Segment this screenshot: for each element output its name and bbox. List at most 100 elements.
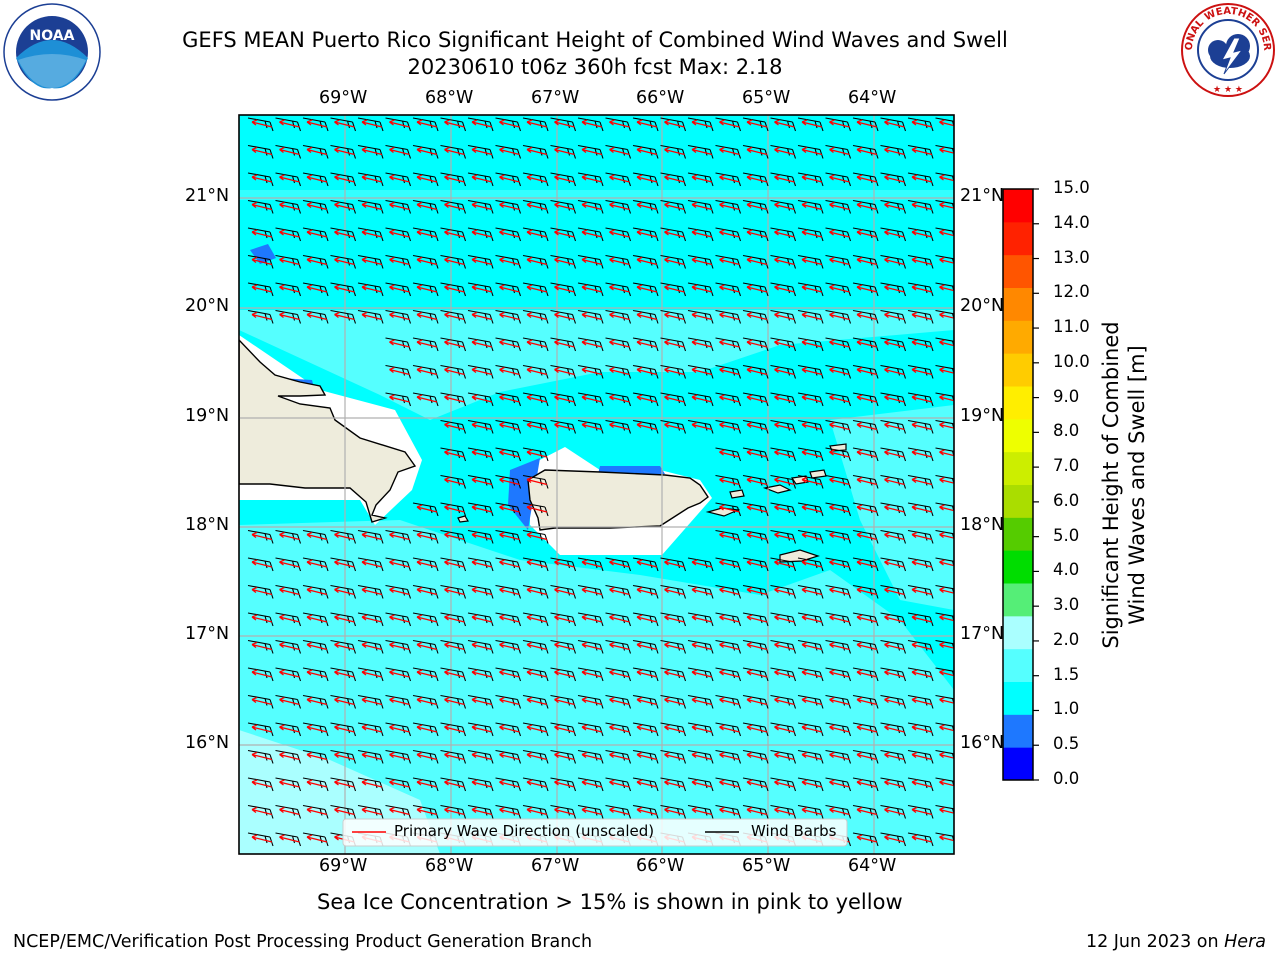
wave-direction-arrow xyxy=(911,284,933,293)
colorbar-tick-label: 15.0 xyxy=(1053,178,1090,197)
longitude-label-bottom: 65°W xyxy=(742,856,791,876)
wave-direction-arrow xyxy=(581,751,603,761)
map-legend xyxy=(342,818,848,847)
wave-direction-arrow xyxy=(554,669,575,678)
wave-direction-arrow xyxy=(774,394,795,403)
wave-direction-arrow xyxy=(499,641,520,651)
wave-direction-arrow xyxy=(719,339,740,348)
wave-direction-arrow xyxy=(306,119,328,128)
wave-direction-arrow xyxy=(884,806,905,816)
wave-direction-arrow xyxy=(801,146,823,156)
wave-direction-arrow xyxy=(334,256,355,266)
wave-direction-arrow xyxy=(389,256,410,266)
wave-direction-arrow xyxy=(856,201,878,211)
wave-direction-arrow xyxy=(279,531,300,541)
wave-direction-arrow xyxy=(664,806,685,816)
colorbar-segment xyxy=(1003,484,1033,518)
wave-direction-arrow xyxy=(691,641,713,651)
wave-direction-arrow xyxy=(746,669,768,678)
wave-direction-arrow xyxy=(801,806,823,816)
mona-island xyxy=(457,515,469,523)
wave-direction-arrow xyxy=(251,669,273,678)
wave-direction-arrow xyxy=(334,696,355,706)
wave-direction-arrow xyxy=(636,339,658,348)
wave-direction-arrow xyxy=(829,201,850,211)
wave-direction-arrow xyxy=(526,586,548,596)
graticule xyxy=(239,115,954,854)
wave-direction-arrow xyxy=(444,366,465,376)
wave-direction-arrow xyxy=(581,366,603,376)
wave-direction-arrow xyxy=(306,834,328,843)
wave-direction-arrow xyxy=(251,751,273,761)
wave-direction-arrow xyxy=(251,201,273,211)
wave-direction-arrow xyxy=(911,669,933,678)
wave-direction-arrow xyxy=(471,284,493,293)
wave-direction-arrow xyxy=(664,229,685,238)
wave-direction-arrow xyxy=(691,586,713,596)
wave-direction-arrow xyxy=(774,724,795,733)
wave-direction-arrow xyxy=(334,146,355,156)
wave-direction-arrow xyxy=(444,201,465,211)
wave-direction-arrow xyxy=(416,311,438,321)
wave-direction-arrow xyxy=(554,421,575,431)
wave-direction-arrow xyxy=(856,119,878,128)
wave-direction-arrow xyxy=(664,669,685,678)
wave-direction-arrow xyxy=(334,751,355,761)
wave-direction-arrow xyxy=(361,229,383,238)
wave-direction-arrow xyxy=(911,201,933,211)
longitude-label-bottom: 69°W xyxy=(319,856,368,876)
wave-direction-arrow xyxy=(774,366,795,376)
wave-direction-arrow xyxy=(361,119,383,128)
wave-direction-arrow xyxy=(499,751,520,761)
wave-direction-arrow xyxy=(471,339,493,348)
wave-direction-arrow xyxy=(609,366,630,376)
wave-direction-arrow xyxy=(389,669,410,678)
wave-direction-arrow xyxy=(361,641,383,651)
wave-direction-arrow xyxy=(581,201,603,211)
wave-direction-arrow xyxy=(581,174,603,183)
colorbar-tick-label: 8.0 xyxy=(1053,421,1080,441)
wave-direction-arrow xyxy=(746,531,768,541)
wave-direction-arrow xyxy=(554,366,575,376)
wave-direction-arrow xyxy=(829,339,850,348)
wave-direction-arrow xyxy=(829,614,850,623)
wave-direction-arrow xyxy=(251,119,273,128)
nws-logo: NATIONAL WEATHER SERVICE ★ ★ ★ xyxy=(1178,0,1275,97)
wave-direction-arrow xyxy=(334,201,355,211)
wave-direction-arrow xyxy=(746,146,768,156)
colorbar-segment xyxy=(1003,615,1033,650)
wave-direction-arrow xyxy=(306,641,328,651)
wave-direction-arrow xyxy=(719,394,740,403)
wave-direction-arrow xyxy=(389,614,410,623)
wave-direction-arrow xyxy=(691,311,713,321)
colorbar-segment xyxy=(1003,221,1033,256)
longitude-label-top: 67°W xyxy=(531,88,580,108)
wave-direction-arrow xyxy=(416,201,438,211)
wave-direction-arrow xyxy=(719,201,740,211)
wave-direction-arrow xyxy=(306,779,328,788)
wave-direction-arrow xyxy=(829,531,850,541)
wave-direction-arrow xyxy=(416,559,438,568)
wave-direction-arrow xyxy=(416,174,438,183)
wave-direction-arrow xyxy=(251,229,273,238)
wave-direction-arrow xyxy=(361,311,383,321)
wave-direction-arrow xyxy=(746,119,768,128)
wave-direction-arrow xyxy=(884,174,905,183)
wave-direction-arrow xyxy=(554,339,575,348)
wave-direction-arrow xyxy=(554,394,575,403)
wave-direction-arrow xyxy=(801,339,823,348)
wave-direction-arrow xyxy=(251,834,273,843)
latitude-label-right: 17°N xyxy=(960,624,1005,644)
wave-direction-arrow xyxy=(416,806,438,816)
wave-direction-arrow xyxy=(609,724,630,733)
wave-direction-arrow xyxy=(526,229,548,238)
wave-direction-arrow xyxy=(471,586,493,596)
wave-direction-arrow xyxy=(499,284,520,293)
wave-direction-arrow xyxy=(664,119,685,128)
wave-direction-arrow xyxy=(691,806,713,816)
wave-direction-arrow xyxy=(334,669,355,678)
wave-direction-arrow xyxy=(279,641,300,651)
wave-direction-arrow xyxy=(664,174,685,183)
wave-direction-arrow xyxy=(856,229,878,238)
wave-direction-arrow xyxy=(636,614,658,623)
